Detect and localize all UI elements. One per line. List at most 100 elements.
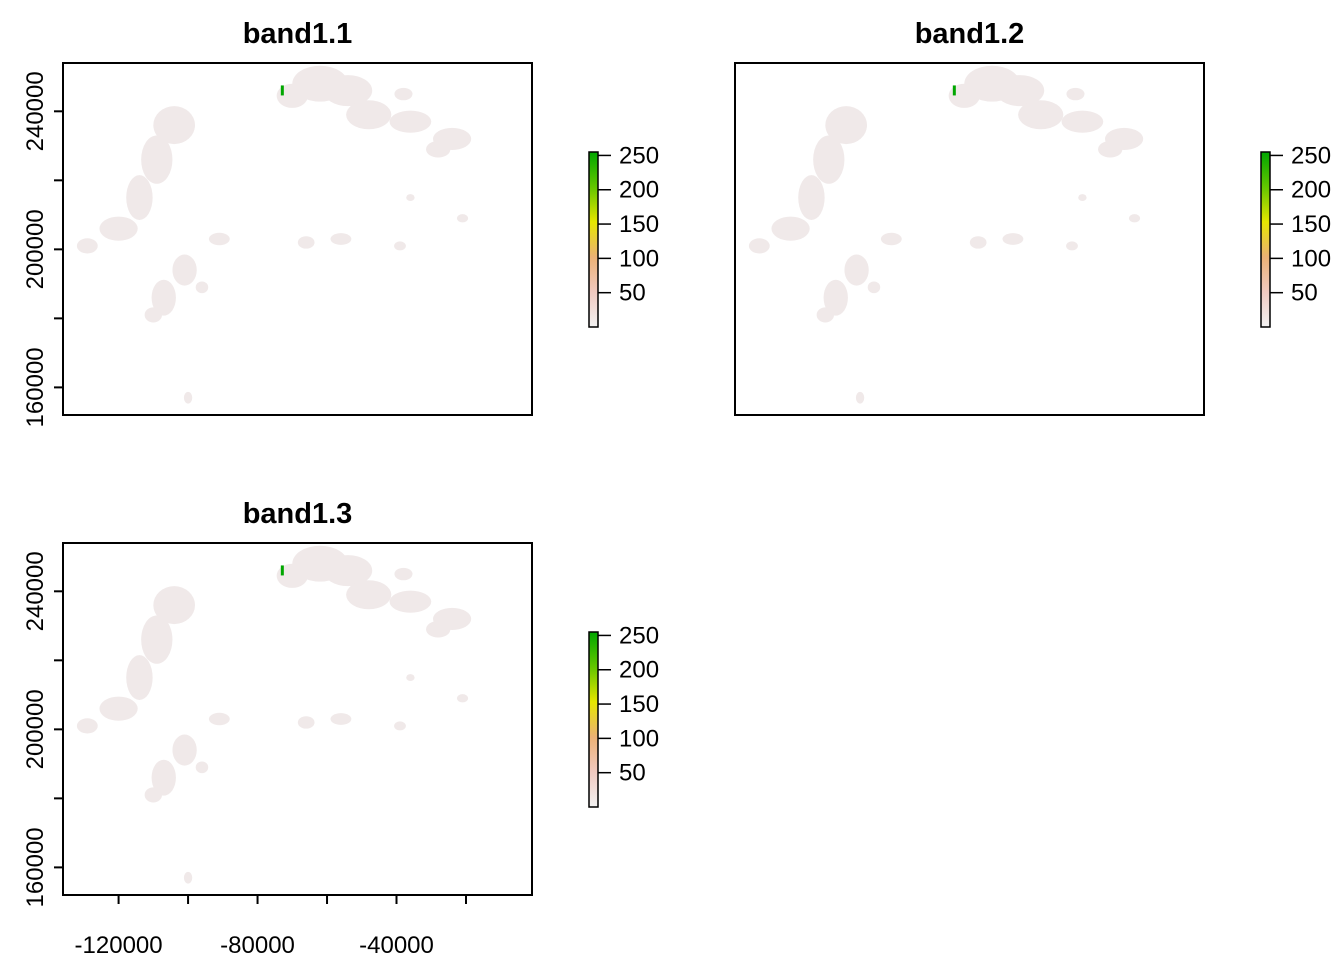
raster-high-cell — [280, 565, 284, 576]
legend-tick-label: 150 — [619, 211, 659, 238]
legend-tick-label: 150 — [619, 691, 659, 718]
legend-colorbar — [588, 631, 599, 808]
raster-patch — [99, 216, 138, 241]
raster-patch — [126, 175, 153, 221]
panel-title: band1.1 — [243, 18, 353, 50]
raster-patch — [456, 694, 469, 703]
raster-patch — [389, 110, 432, 133]
raster-patch — [144, 307, 163, 323]
raster-patch — [823, 279, 848, 316]
raster-high-cell — [280, 85, 284, 96]
raster-patch — [330, 713, 352, 725]
raster-patch — [855, 391, 865, 404]
legend-tick-label: 250 — [1291, 142, 1331, 169]
raster-patch — [151, 759, 176, 796]
raster-patch — [172, 254, 197, 286]
legend-tick-label: 100 — [619, 245, 659, 272]
panel-title: band1.3 — [243, 498, 353, 530]
raster-patch — [172, 734, 197, 766]
y-tick-label: 200000 — [22, 209, 49, 289]
legend-tick-label: 200 — [619, 177, 659, 204]
raster-patch — [1098, 140, 1123, 158]
raster-patch — [151, 279, 176, 316]
y-tick-label: 240000 — [22, 551, 49, 631]
raster-patch — [1128, 214, 1141, 223]
raster-panel: band1.1 160000 200000 240000 250 200 150 100 50 — [22, 18, 659, 427]
color-legend: 250 200 150 100 50 — [588, 142, 659, 328]
raster-patch — [426, 140, 451, 158]
raster-patch — [76, 238, 98, 254]
raster-patch — [995, 75, 1045, 107]
raster-patch — [144, 787, 163, 803]
x-tick-label: -120000 — [75, 932, 163, 959]
raster-patch — [825, 106, 868, 145]
y-tick-label: 160000 — [22, 827, 49, 907]
legend-tick-label: 200 — [619, 657, 659, 684]
raster-patch — [1078, 194, 1087, 202]
legend-tick-label: 100 — [619, 725, 659, 752]
color-legend: 250 200 150 100 50 — [588, 622, 659, 808]
raster-patch — [208, 232, 230, 246]
raster-patch — [297, 236, 315, 249]
raster-patch — [99, 696, 138, 721]
raster-patch — [813, 135, 845, 184]
raster-patch — [76, 718, 98, 734]
raster-patch — [276, 83, 308, 108]
raster-patch — [948, 83, 980, 108]
legend-tick-label: 250 — [619, 142, 659, 169]
y-tick-label: 200000 — [22, 689, 49, 769]
raster-high-cell — [952, 85, 956, 96]
raster-patch — [771, 216, 810, 241]
legend-tick-label: 150 — [1291, 211, 1331, 238]
raster-patch — [153, 106, 196, 145]
raster-patch — [1018, 100, 1064, 130]
raster-patch — [183, 391, 193, 404]
raster-patch — [456, 214, 469, 223]
raster-patch — [1061, 110, 1104, 133]
x-tick-label: -80000 — [220, 932, 295, 959]
plot-frame — [62, 62, 533, 416]
raster-patch — [323, 75, 373, 107]
plot-frame — [62, 542, 533, 896]
legend-tick-label: 50 — [1291, 280, 1318, 307]
raster-patch — [276, 563, 308, 588]
raster-patch — [153, 586, 196, 625]
legend-colorbar — [588, 151, 599, 328]
legend-tick-label: 250 — [619, 622, 659, 649]
raster-patch — [406, 194, 415, 202]
legend-tick-label: 100 — [1291, 245, 1331, 272]
raster-cells — [76, 65, 472, 404]
raster-patch — [816, 307, 835, 323]
raster-patch — [426, 620, 451, 638]
raster-panel: band1.2 250 200 150 100 50 — [734, 18, 1331, 416]
legend-colorbar — [1260, 151, 1271, 328]
raster-patch — [406, 674, 415, 682]
raster-patch — [394, 721, 406, 731]
raster-patch — [195, 281, 209, 294]
raster-patch — [141, 615, 173, 664]
y-tick-label: 240000 — [22, 71, 49, 151]
raster-patch — [195, 761, 209, 774]
raster-patch — [141, 135, 173, 184]
raster-patch — [208, 712, 230, 726]
raster-patch — [867, 281, 881, 294]
color-legend: 250 200 150 100 50 — [1260, 142, 1331, 328]
raster-patch — [346, 580, 392, 610]
raster-cells — [76, 545, 472, 884]
raster-patch — [297, 716, 315, 729]
y-tick-label: 160000 — [22, 347, 49, 427]
raster-patch — [126, 655, 153, 701]
raster-patch — [844, 254, 869, 286]
legend-tick-label: 50 — [619, 760, 646, 787]
raster-patch — [1066, 87, 1085, 101]
legend-tick-label: 50 — [619, 280, 646, 307]
raster-patch — [389, 590, 432, 613]
raster-patch — [394, 241, 406, 251]
raster-panel: band1.3 160000 200000 240000 -120000 -80000 -4… — [22, 498, 659, 959]
panel-title: band1.2 — [915, 18, 1025, 50]
raster-cells — [748, 65, 1144, 404]
raster-patch — [183, 871, 193, 884]
raster-patch — [880, 232, 902, 246]
raster-patch — [323, 555, 373, 587]
